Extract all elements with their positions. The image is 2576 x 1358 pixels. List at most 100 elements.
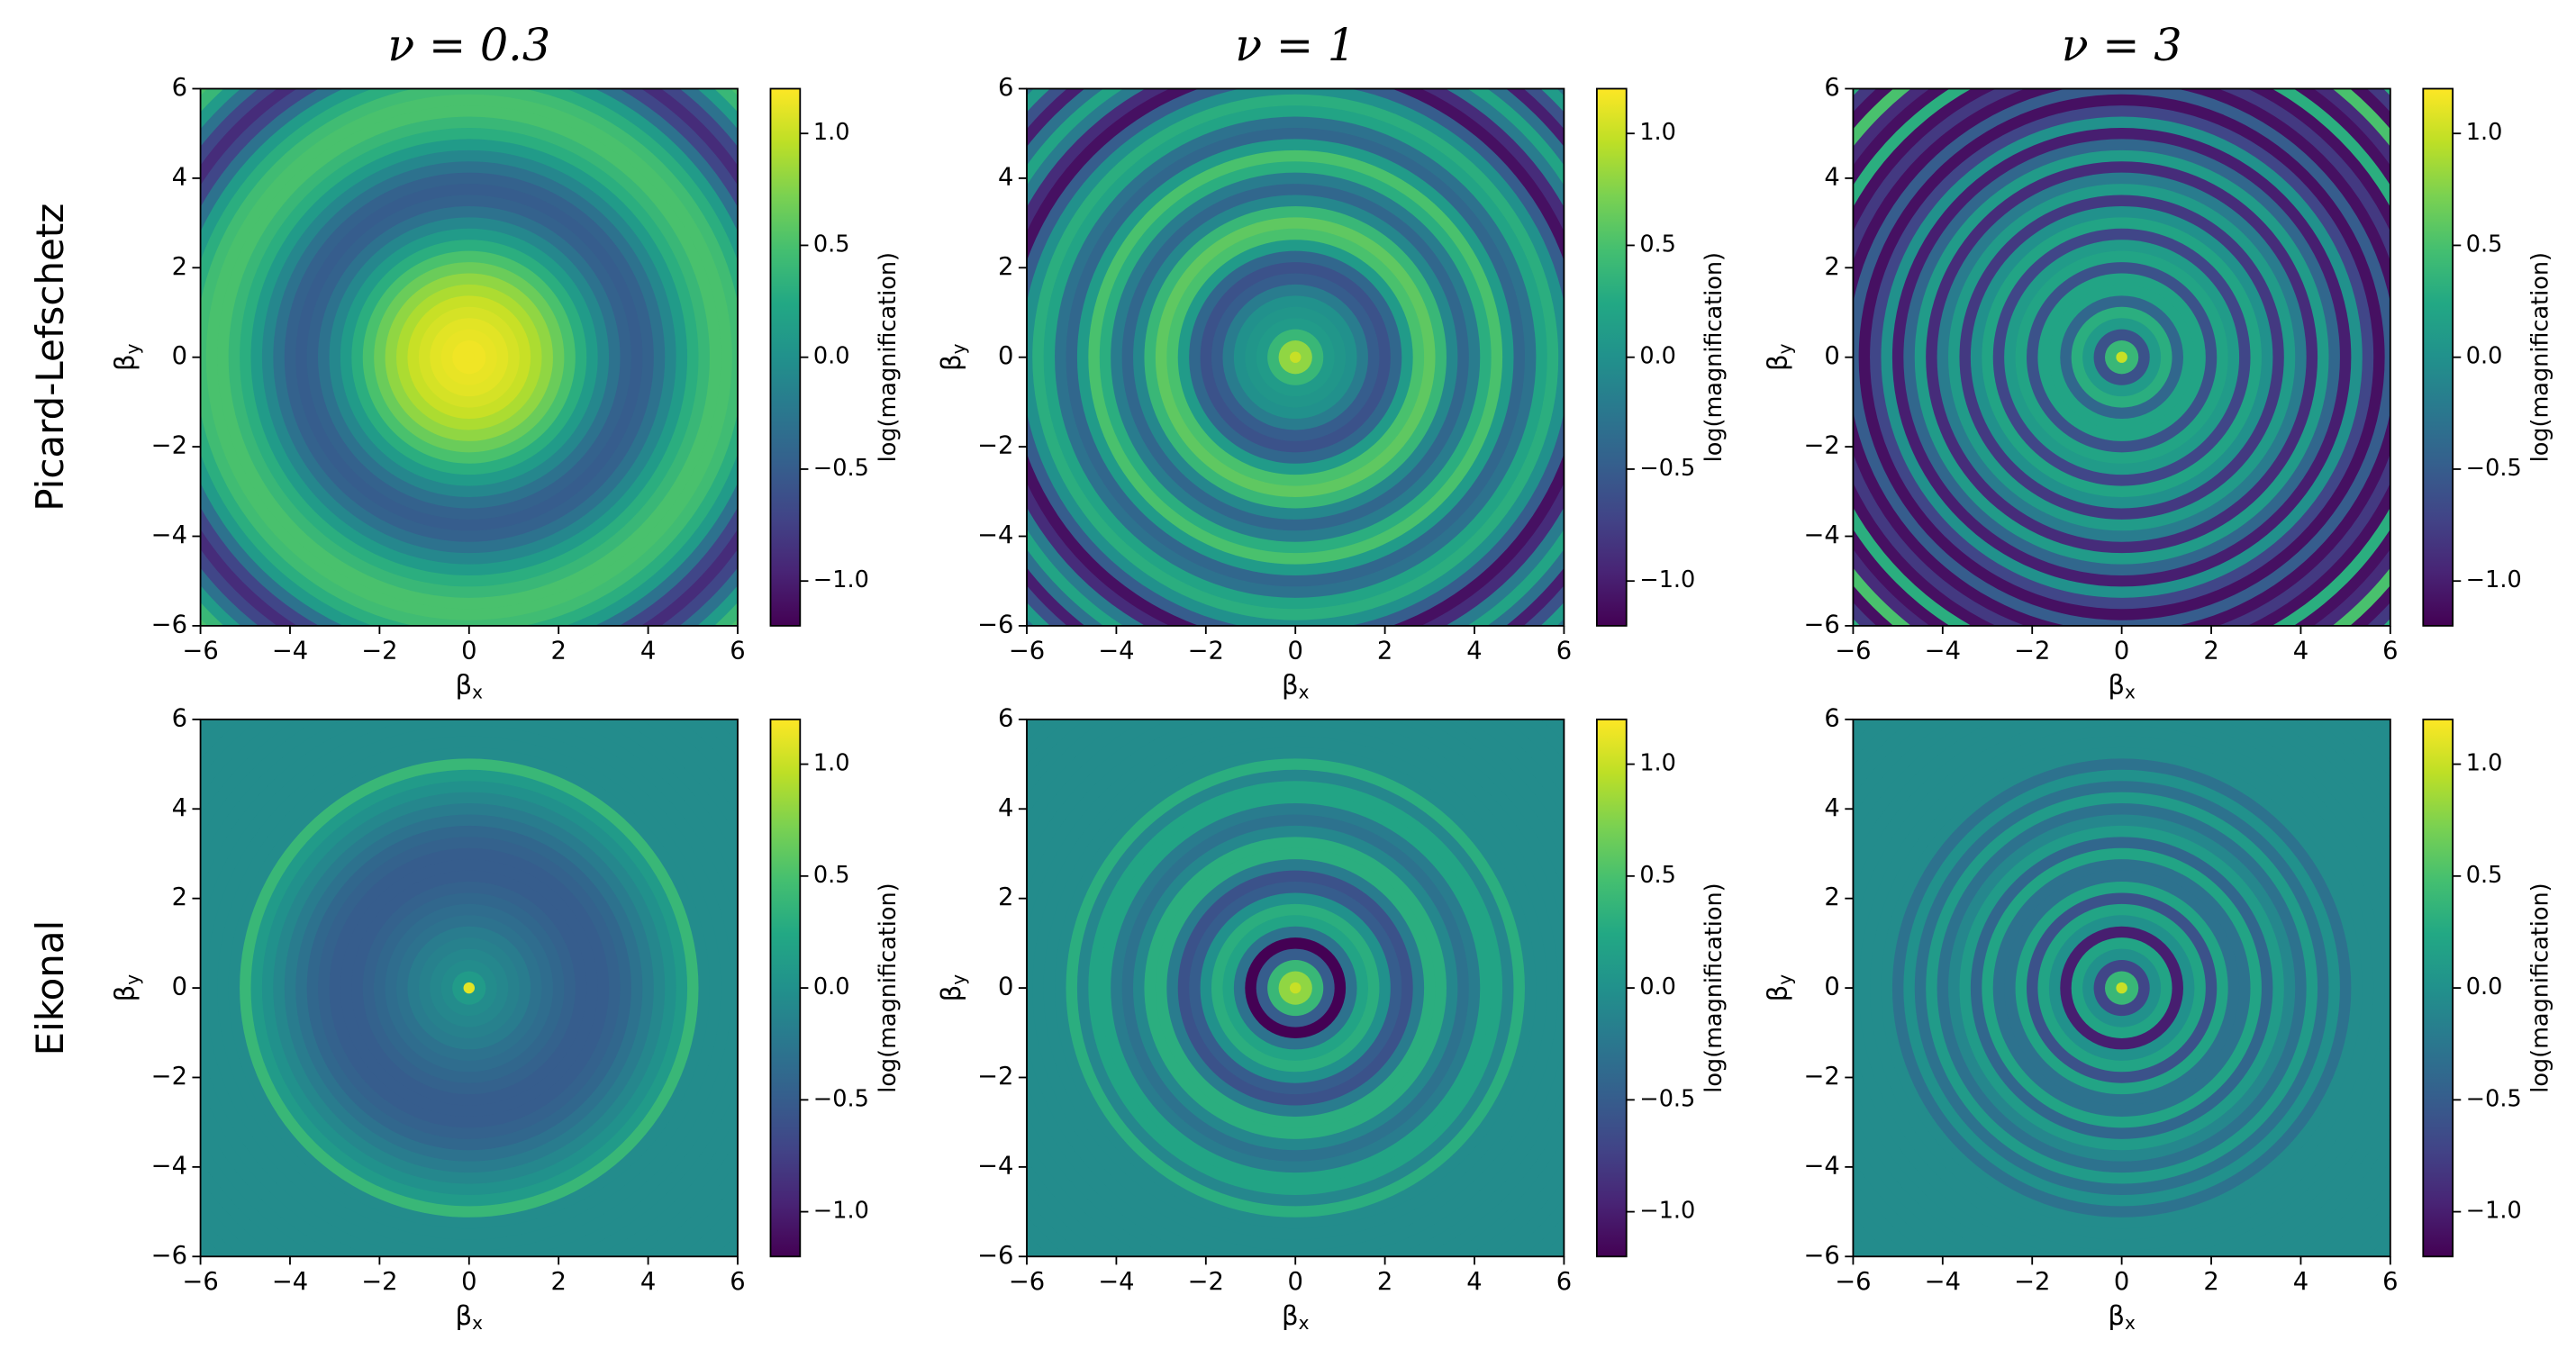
x-tick-label: 6 xyxy=(730,638,745,665)
x-axis-label-symbol: β xyxy=(1282,1300,1299,1331)
y-tick-label: −4 xyxy=(1804,521,1840,549)
y-tick-label: 4 xyxy=(998,794,1013,822)
y-axis-label-subscript: y xyxy=(121,974,142,985)
colorbar-tick-label: 0.5 xyxy=(1639,231,1676,258)
colorbar xyxy=(1595,718,1628,1258)
y-tick-label: −6 xyxy=(1804,611,1840,638)
x-axis-label: βx xyxy=(456,669,484,702)
y-tick-label: −6 xyxy=(1804,1242,1840,1270)
colorbar-tick-label: 1.0 xyxy=(1639,750,1676,777)
x-tick-label: 4 xyxy=(1466,638,1482,665)
x-axis-label: βx xyxy=(456,1300,484,1334)
y-axis-label: βy xyxy=(1762,974,1795,1002)
y-axis-label-symbol: β xyxy=(936,985,966,1002)
colorbar-tick-label: 0.5 xyxy=(2466,231,2503,258)
colorbar-tick-label: −1.0 xyxy=(813,1198,869,1225)
y-tick-label: 0 xyxy=(1824,342,1839,370)
colorbar-tick-label: −1.0 xyxy=(2466,566,2522,593)
colorbar-tick-label: −0.5 xyxy=(2466,1085,2522,1112)
y-tick-label: −2 xyxy=(977,432,1013,460)
y-tick-label: 4 xyxy=(1824,163,1839,191)
y-axis-label-subscript: y xyxy=(1773,974,1795,985)
x-tick-label: −6 xyxy=(182,1268,218,1296)
x-tick-label: 0 xyxy=(461,1268,476,1296)
heatmap xyxy=(200,88,738,626)
colorbar-tick-label: 0.0 xyxy=(813,973,850,1000)
y-tick-label: 2 xyxy=(1824,253,1839,281)
y-tick-label: 6 xyxy=(1824,74,1839,102)
x-tick-label: 6 xyxy=(1556,1268,1572,1296)
x-tick-label: −6 xyxy=(182,638,218,665)
y-axis-label-symbol: β xyxy=(110,354,141,371)
colorbar xyxy=(2422,718,2454,1258)
x-tick-label: 6 xyxy=(730,1268,745,1296)
ring xyxy=(463,982,475,994)
y-tick-label: 4 xyxy=(1824,794,1839,822)
y-tick-label: 6 xyxy=(172,74,187,102)
colorbar-tick-label: 0.0 xyxy=(2466,343,2503,370)
x-tick-label: 0 xyxy=(2114,638,2129,665)
colorbar-tick-label: 0.0 xyxy=(2466,973,2503,1000)
y-tick-label: 2 xyxy=(998,253,1013,281)
y-tick-label: −6 xyxy=(151,611,187,638)
x-tick-label: 6 xyxy=(1556,638,1572,665)
colorbar-label: log(magnification) xyxy=(875,883,902,1092)
y-tick-label: 2 xyxy=(172,883,187,911)
y-tick-label: 2 xyxy=(998,883,1013,911)
y-tick-label: −6 xyxy=(977,1242,1013,1270)
x-tick-label: −6 xyxy=(1835,1268,1871,1296)
x-tick-label: 2 xyxy=(1377,1268,1392,1296)
x-tick-label: 2 xyxy=(550,638,566,665)
x-axis-label: βx xyxy=(2108,1300,2136,1334)
colorbar xyxy=(769,718,802,1258)
colorbar-tick-label: 0.0 xyxy=(1639,343,1676,370)
y-axis-label-symbol: β xyxy=(110,985,141,1002)
x-axis-label-subscript: x xyxy=(1299,681,1310,702)
colorbar-label: log(magnification) xyxy=(1701,252,1728,462)
y-axis-label: βy xyxy=(936,974,969,1002)
x-tick-label: −6 xyxy=(1835,638,1871,665)
colorbar-label: log(magnification) xyxy=(875,252,902,462)
y-axis-label-subscript: y xyxy=(121,343,142,354)
y-axis-label-subscript: y xyxy=(1773,343,1795,354)
x-axis-label-symbol: β xyxy=(456,1300,473,1331)
x-tick-label: −4 xyxy=(1098,1268,1134,1296)
ring xyxy=(1289,351,1302,363)
y-tick-label: −4 xyxy=(151,521,187,549)
x-tick-label: −4 xyxy=(1098,638,1134,665)
x-tick-label: −6 xyxy=(1009,1268,1045,1296)
heatmap xyxy=(1853,88,2390,626)
x-tick-label: −4 xyxy=(1925,638,1961,665)
x-axis-label-subscript: x xyxy=(1299,1312,1310,1334)
x-tick-label: 0 xyxy=(2114,1268,2129,1296)
colorbar-tick-label: −1.0 xyxy=(1639,566,1695,593)
y-axis-label-subscript: y xyxy=(948,974,969,985)
y-tick-label: 6 xyxy=(172,704,187,732)
ring xyxy=(463,351,475,363)
x-axis-label: βx xyxy=(1282,669,1310,702)
x-tick-label: −2 xyxy=(361,1268,397,1296)
y-axis-label: βy xyxy=(110,974,143,1002)
x-tick-label: −2 xyxy=(1188,1268,1224,1296)
y-tick-label: −6 xyxy=(977,611,1013,638)
colorbar-label: log(magnification) xyxy=(2527,252,2554,462)
colorbar-tick-label: 1.0 xyxy=(813,119,850,146)
y-axis-label: βy xyxy=(110,343,143,371)
column-title: ν = 1 xyxy=(1235,19,1356,71)
x-axis-label-subscript: x xyxy=(2125,681,2136,702)
colorbar xyxy=(769,87,802,627)
colorbar-tick-label: −0.5 xyxy=(1639,1085,1695,1112)
x-tick-label: 2 xyxy=(1377,638,1392,665)
y-tick-label: −4 xyxy=(1804,1152,1840,1180)
y-tick-label: −4 xyxy=(151,1152,187,1180)
x-tick-label: 4 xyxy=(2293,638,2308,665)
y-axis-label-symbol: β xyxy=(1762,985,1792,1002)
y-axis-label: βy xyxy=(1762,343,1795,371)
y-axis-label-symbol: β xyxy=(936,354,966,371)
colorbar-tick-label: −1.0 xyxy=(1639,1198,1695,1225)
y-axis-label-symbol: β xyxy=(1762,354,1792,371)
column-title: ν = 3 xyxy=(2062,19,2182,71)
heatmap xyxy=(1026,88,1565,626)
